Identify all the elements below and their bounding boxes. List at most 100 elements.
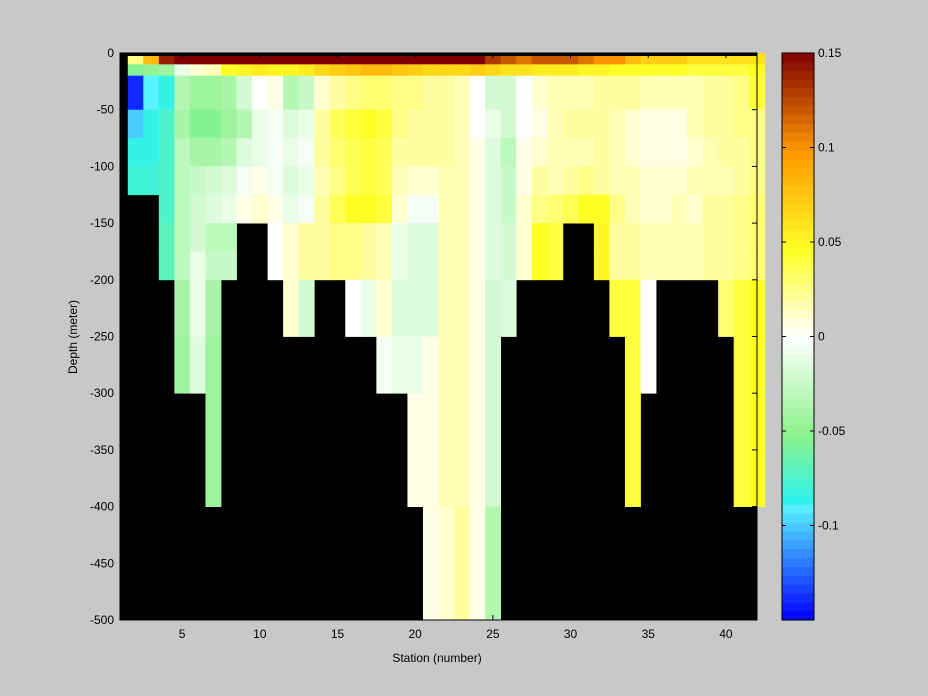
heatmap-cell [562,194,579,224]
heatmap-cell [360,279,377,337]
plot-top-edge [120,53,757,56]
colorbar-swatch [782,531,814,541]
heatmap-cell [454,53,470,65]
heatmap-cell [702,109,719,139]
heatmap-cell [640,166,657,196]
heatmap-cell [485,166,502,196]
heatmap-cell [422,109,439,139]
heatmap-cell [733,109,750,139]
heatmap-cell [267,53,284,65]
heatmap-cell [158,166,175,196]
heatmap-cell [174,336,191,394]
heatmap-cell [220,194,237,224]
heatmap-cell [407,251,424,281]
colorbar-swatch [782,363,814,373]
heatmap-cell [687,75,704,111]
heatmap-cell [422,166,439,196]
heatmap-cell [174,138,191,167]
heatmap-cell [733,166,750,196]
heatmap-cell [376,53,393,65]
heatmap-cell [360,53,377,65]
colorbar-swatch [782,265,814,275]
heatmap-cell [516,251,533,281]
heatmap-cell [500,138,517,167]
colorbar-ticks: 0.15 0.1 0.05 0 -0.05 -0.1 [782,46,846,533]
heatmap-cell [640,251,657,281]
heatmap-cell [485,64,502,77]
heatmap-cell [578,166,595,196]
heatmap-cell [220,109,237,139]
heatmap-cell [127,53,144,65]
heatmap-cell [422,194,439,224]
colorbar-swatch [782,451,814,461]
heatmap-cell [718,138,735,167]
heatmap-cell [702,194,719,224]
heatmap-cell [314,138,331,167]
heatmap-cell [174,109,191,139]
heatmap-cell [733,336,750,394]
heatmap-cell [283,109,300,139]
heatmap-cell [624,166,641,196]
heatmap-cell [733,393,750,507]
colorbar-swatch [782,327,814,337]
heatmap-cell [547,53,564,65]
heatmap-cell [531,223,548,252]
heatmap-cell [345,138,362,167]
heatmap-cell [578,53,595,65]
colorbar-tick-label: -0.05 [818,424,846,438]
heatmap-cell [407,53,424,65]
x-axis: 5 10 15 20 25 30 35 40 [179,53,733,641]
colorbar-swatch [782,469,814,479]
heatmap-cell [500,251,517,281]
colorbar-swatch [782,487,814,497]
heatmap-cell [205,75,222,111]
heatmap-cell [485,53,502,65]
heatmap-cell [283,53,300,65]
heatmap-cell [702,64,719,77]
heatmap-cell [360,223,377,252]
heatmap-cell [516,53,533,65]
heatmap-cell [236,64,253,77]
heatmap-cell [593,166,610,196]
heatmap-cell [376,279,393,337]
colorbar-swatch [782,292,814,302]
colorbar-swatch [782,336,814,346]
colorbar-swatch [782,106,814,116]
heatmap-cell [624,336,641,394]
heatmap-cell [454,279,470,337]
heatmap-cell [407,166,424,196]
heatmap-cell [562,53,579,65]
heatmap-cell [267,138,284,167]
heatmap-cell [640,223,657,252]
heatmap-cell [252,194,268,224]
colorbar-swatch [782,309,814,320]
heatmap-cell [671,223,688,252]
heatmap-cell [609,279,626,337]
heatmap-cell [485,251,502,281]
heatmap-cell [174,279,191,337]
heatmap-cell [376,194,393,224]
heatmap-cell [189,109,206,139]
heatmap-cell [329,223,346,252]
heatmap-cell [391,138,408,167]
heatmap-cell [174,166,191,196]
heatmap-cell [391,336,408,394]
colorbar-swatch [782,540,814,550]
colorbar-swatch [782,442,814,453]
heatmap-cell [143,109,160,139]
heatmap-cell [407,109,424,139]
colorbar-swatch [782,593,814,603]
heatmap-cell [547,223,564,252]
heatmap-cell [562,64,579,77]
heatmap-cell [562,138,579,167]
heatmap-cell [407,138,424,167]
heatmap-cell [298,75,315,111]
heatmap-cell [500,53,517,65]
heatmap-cell [454,393,470,507]
heatmap-cell [593,53,610,65]
heatmap-cell [220,53,237,65]
heatmap-cell [252,138,268,167]
colorbar-swatch [782,416,814,426]
heatmap-cell [345,194,362,224]
